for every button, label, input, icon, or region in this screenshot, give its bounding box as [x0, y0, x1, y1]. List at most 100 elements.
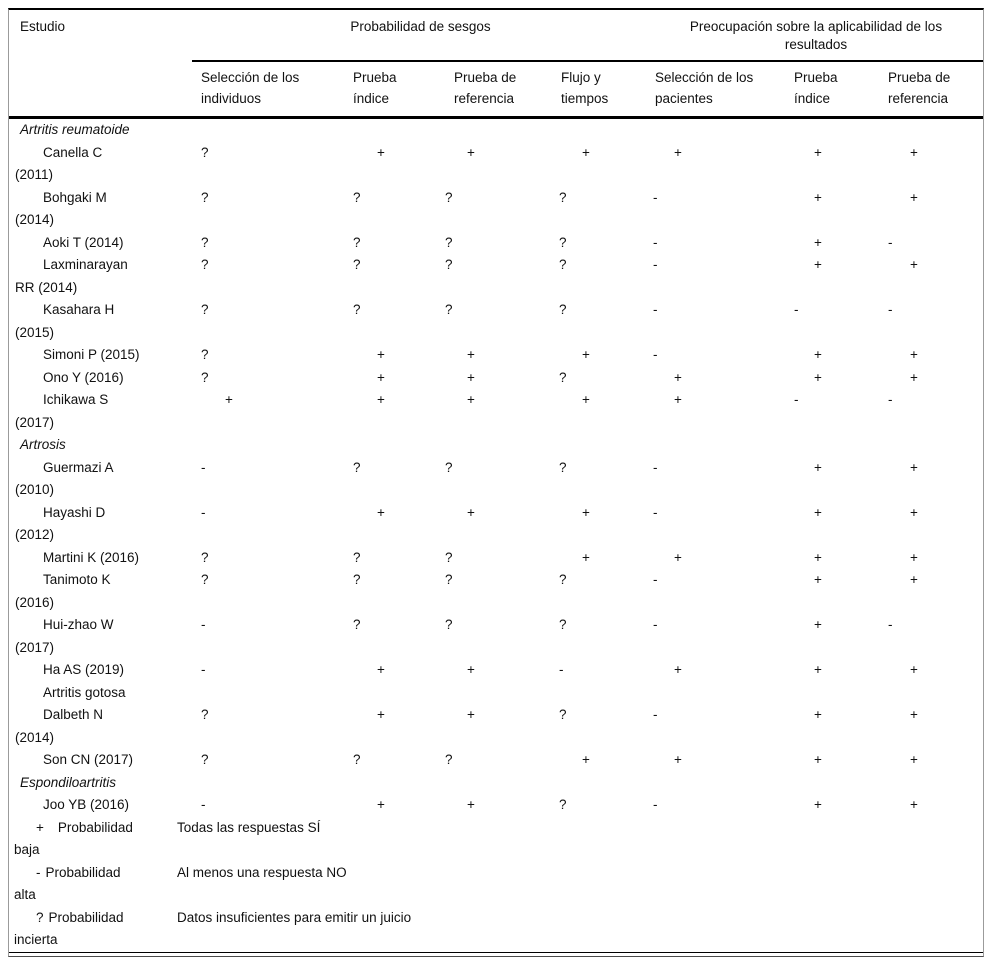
- cell-flujo-tiempos: [559, 772, 653, 795]
- cell-prueba-referencia-aplicabilidad: -: [884, 614, 983, 659]
- cell-flujo-tiempos: ?: [559, 232, 653, 255]
- table-body: Artritis reumatoide Canella C (2011)? + + + + +…: [9, 119, 983, 817]
- rating-symbol: +: [910, 369, 918, 385]
- rating-symbol: ?: [445, 572, 453, 587]
- cell-prueba-indice-sesgo: [347, 119, 445, 142]
- cell-seleccion-individuos: -: [192, 502, 347, 547]
- study-label: (2017): [15, 414, 55, 430]
- cell-prueba-indice-sesgo: ?: [347, 187, 445, 232]
- cell-study-name: Tanimoto K (2016): [9, 569, 192, 614]
- rating-symbol: ?: [201, 752, 209, 767]
- cell-seleccion-pacientes: [653, 434, 792, 457]
- rating-symbol: +: [377, 797, 385, 812]
- study-label: (2016): [15, 594, 55, 610]
- cell-flujo-tiempos: [559, 119, 653, 142]
- study-label: Dalbeth N: [43, 707, 104, 722]
- cell-study-name: Artritis reumatoide: [9, 119, 192, 142]
- rating-symbol: +: [910, 347, 918, 362]
- rating-symbol: +: [467, 707, 475, 722]
- cell-prueba-indice-aplicabilidad: [792, 772, 884, 795]
- rating-symbol: ?: [353, 459, 361, 475]
- study-label: Kasahara H: [43, 302, 115, 317]
- rating-symbol: ?: [353, 189, 361, 205]
- rating-symbol: -: [559, 662, 564, 677]
- cell-seleccion-individuos: -: [192, 659, 347, 682]
- rating-symbol: +: [377, 662, 385, 677]
- cell-prueba-indice-sesgo: ?: [347, 749, 445, 772]
- question-symbol: ?: [36, 909, 44, 925]
- cell-prueba-referencia-sesgo: +: [445, 502, 559, 547]
- cell-seleccion-individuos: -: [192, 457, 347, 502]
- cell-prueba-referencia-sesgo: +: [445, 389, 559, 434]
- rating-symbol: -: [653, 572, 658, 587]
- cell-seleccion-individuos: +: [192, 389, 347, 434]
- cell-flujo-tiempos: ?: [559, 254, 653, 299]
- cell-prueba-referencia-aplicabilidad: +: [884, 659, 983, 682]
- cell-flujo-tiempos: [559, 434, 653, 457]
- rating-symbol: -: [201, 617, 206, 632]
- cell-prueba-referencia-aplicabilidad: +: [884, 367, 983, 390]
- study-label: Hayashi D: [43, 504, 106, 520]
- cell-prueba-referencia-aplicabilidad: [884, 434, 983, 457]
- cell-prueba-referencia-aplicabilidad: [884, 772, 983, 795]
- cell-seleccion-individuos: [192, 772, 347, 795]
- cell-seleccion-individuos: -: [192, 614, 347, 659]
- cell-seleccion-individuos: ?: [192, 299, 347, 344]
- cell-prueba-indice-sesgo: +: [347, 389, 445, 434]
- rating-symbol: -: [888, 392, 893, 407]
- cell-seleccion-pacientes: +: [653, 367, 792, 390]
- rating-symbol: +: [377, 504, 385, 520]
- cell-seleccion-pacientes: -: [653, 344, 792, 367]
- rating-symbol: +: [467, 797, 475, 812]
- cell-seleccion-individuos: ?: [192, 187, 347, 232]
- subheader-empty: [9, 67, 192, 109]
- study-label: (2015): [15, 324, 55, 340]
- cell-prueba-indice-aplicabilidad: +: [792, 187, 884, 232]
- cell-prueba-indice-sesgo: ?: [347, 614, 445, 659]
- rating-symbol: +: [814, 707, 822, 722]
- study-label: (2017): [15, 639, 55, 655]
- cell-prueba-referencia-sesgo: +: [445, 704, 559, 749]
- cell-seleccion-pacientes: -: [653, 299, 792, 344]
- table-row: Ichikawa S (2017) + + + + + - -: [9, 389, 983, 434]
- cell-study-name: Aoki T (2014): [9, 232, 192, 255]
- cell-study-name: Dalbeth N (2014): [9, 704, 192, 749]
- study-label: Guermazi A: [43, 459, 114, 475]
- cell-prueba-indice-aplicabilidad: +: [792, 232, 884, 255]
- cell-flujo-tiempos: +: [559, 749, 653, 772]
- cell-flujo-tiempos: +: [559, 142, 653, 187]
- cell-prueba-referencia-sesgo: ?: [445, 254, 559, 299]
- cell-prueba-indice-aplicabilidad: [792, 119, 884, 142]
- rating-symbol: -: [888, 234, 893, 250]
- cell-flujo-tiempos: ?: [559, 614, 653, 659]
- cell-prueba-referencia-sesgo: ?: [445, 299, 559, 344]
- cell-prueba-indice-aplicabilidad: +: [792, 659, 884, 682]
- study-label: Ichikawa S: [43, 392, 109, 407]
- rating-symbol: +: [674, 144, 682, 160]
- column-header-seleccion-individuos: Selección de los individuos: [201, 70, 300, 106]
- rating-symbol: +: [910, 549, 918, 565]
- minus-symbol: -: [36, 864, 41, 880]
- rating-symbol: ?: [353, 302, 361, 317]
- cell-seleccion-individuos: ?: [192, 547, 347, 570]
- cell-prueba-referencia-sesgo: ?: [445, 232, 559, 255]
- rating-symbol: +: [814, 347, 822, 362]
- cell-prueba-indice-sesgo: ?: [347, 254, 445, 299]
- rating-symbol: ?: [445, 189, 453, 205]
- rating-symbol: -: [201, 504, 206, 520]
- rating-symbol: -: [201, 662, 206, 677]
- cell-seleccion-pacientes: [653, 772, 792, 795]
- cell-seleccion-pacientes: +: [653, 547, 792, 570]
- rating-symbol: -: [653, 257, 658, 272]
- rating-symbol: ?: [559, 369, 567, 385]
- rating-symbol: ?: [201, 234, 209, 250]
- cell-study-name: Ichikawa S (2017): [9, 389, 192, 434]
- cell-flujo-tiempos: ?: [559, 367, 653, 390]
- rating-symbol: ?: [559, 189, 567, 205]
- cell-prueba-indice-aplicabilidad: [792, 434, 884, 457]
- cell-study-name: Simoni P (2015): [9, 344, 192, 367]
- cell-seleccion-pacientes: -: [653, 704, 792, 749]
- rating-symbol: +: [910, 572, 918, 587]
- cell-study-name: Ha AS (2019): [9, 659, 192, 682]
- cell-prueba-referencia-sesgo: [445, 772, 559, 795]
